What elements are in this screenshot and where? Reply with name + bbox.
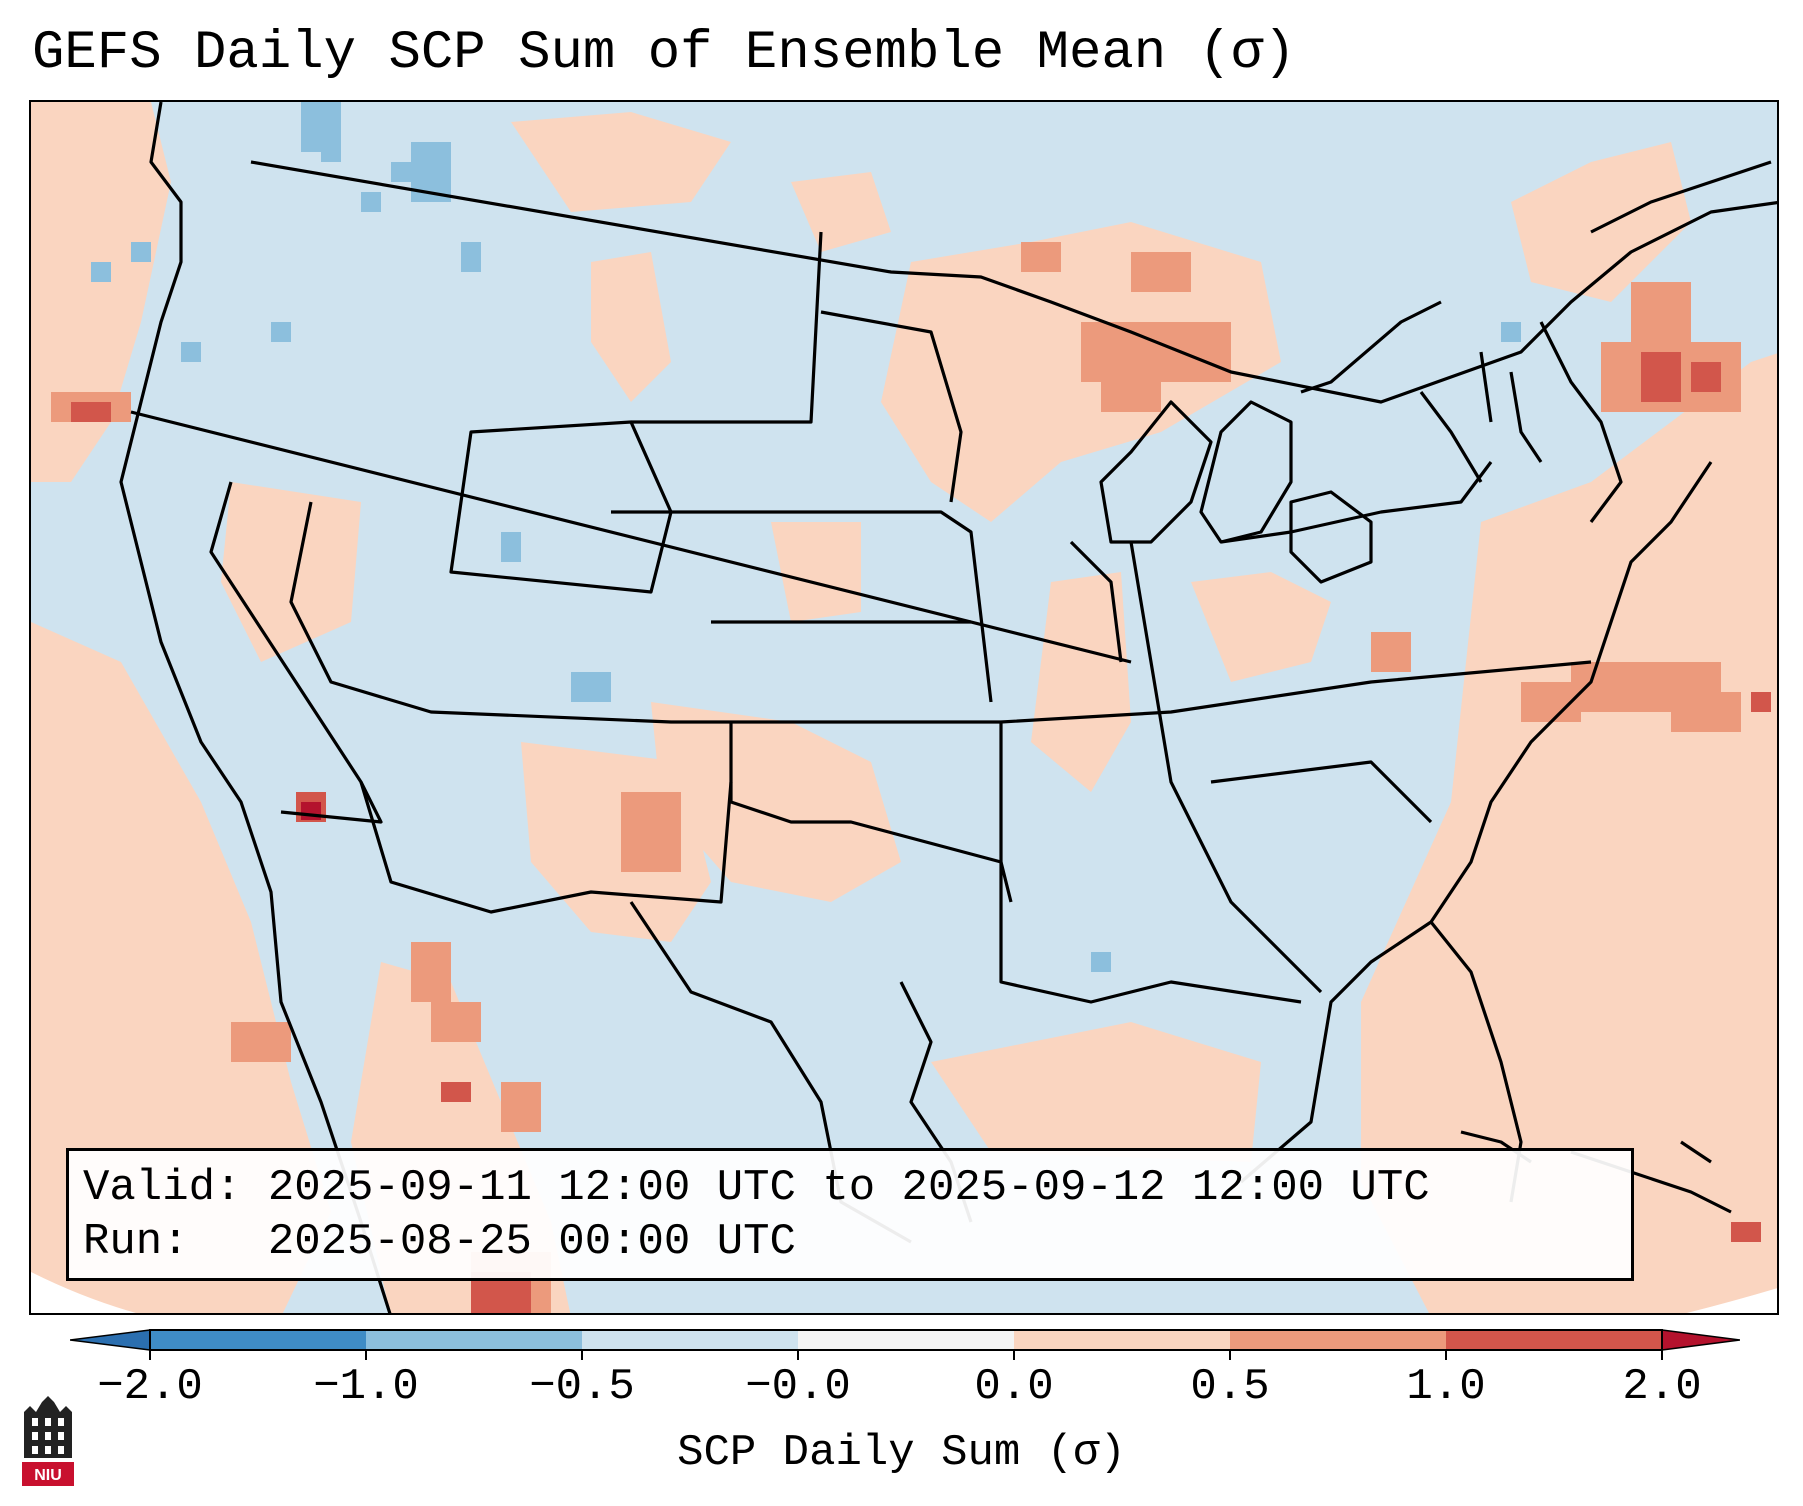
niu-logo-icon: NIU (22, 1396, 74, 1486)
colorbar-tick-label: −2.0 (97, 1362, 203, 1412)
colorbar-tick-label: 0.5 (1190, 1362, 1270, 1412)
map-panel (29, 100, 1779, 1315)
domain-edge-right (1686, 1288, 1777, 1313)
colorbar-bin (1230, 1330, 1446, 1350)
domain-edge (31, 1272, 137, 1313)
valid-row: Valid: 2025-09-11 12:00 UTC to 2025-09-1… (83, 1161, 1617, 1215)
run-value: 2025-08-25 00:00 UTC (267, 1217, 796, 1267)
figure-title: GEFS Daily SCP Sum of Ensemble Mean (σ) (32, 23, 1296, 84)
logo-text: NIU (34, 1467, 62, 1484)
colorbar-bin (798, 1330, 1014, 1350)
colorbar-bin (1446, 1330, 1662, 1350)
colorbar-bins (150, 1330, 1662, 1350)
colorbar-bin (1014, 1330, 1230, 1350)
boundary-lines (119, 102, 1777, 1313)
run-row: Run: 2025-08-25 00:00 UTC (83, 1215, 1617, 1269)
valid-label: Valid: (83, 1163, 242, 1213)
colorbar-tick-label: −1.0 (313, 1362, 419, 1412)
valid-value: 2025-09-11 12:00 UTC to 2025-09-12 12:00… (267, 1163, 1430, 1213)
colorbar-label: SCP Daily Sum (σ) (677, 1428, 1126, 1478)
colorbar-outline (149, 1329, 1663, 1351)
colorbar-extend-high (1661, 1329, 1740, 1351)
colorbar-tick-label: −0.0 (745, 1362, 851, 1412)
negative-anomaly-cells (91, 102, 1521, 972)
colorbar-tick-label: −0.5 (529, 1362, 635, 1412)
colorbar-extend-low (70, 1329, 151, 1351)
colorbar-bin (366, 1330, 582, 1350)
colorbar-ticks (149, 1350, 1663, 1360)
colorbar-tick-label: 1.0 (1406, 1362, 1486, 1412)
valid-run-info-box: Valid: 2025-09-11 12:00 UTC to 2025-09-1… (66, 1148, 1634, 1281)
colorbar-bin (582, 1330, 798, 1350)
colorbar-tick-label: 0.0 (974, 1362, 1054, 1412)
map-svg (31, 102, 1777, 1313)
run-label: Run: (83, 1217, 189, 1267)
moderate-anomaly-cells (51, 242, 1741, 1313)
colorbar (70, 1329, 1740, 1360)
colorbar-tick-label: 2.0 (1622, 1362, 1702, 1412)
colorbar-bin (150, 1330, 366, 1350)
